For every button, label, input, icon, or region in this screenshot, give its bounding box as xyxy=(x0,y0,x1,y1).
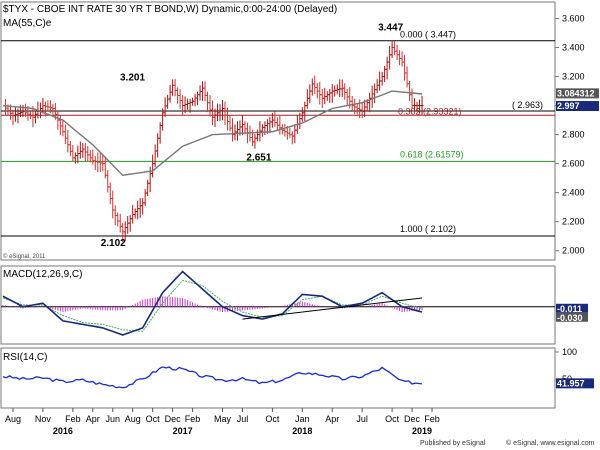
price-ytick-label: 2.600 xyxy=(562,159,585,169)
price-plot: 2.0002.2002.4002.6002.8003.0003.2003.400… xyxy=(1,14,599,256)
x-tick-label: Feb xyxy=(65,414,81,424)
x-tick-label: Jul xyxy=(356,414,368,424)
fib-level-label: 0.000 ( 3.447) xyxy=(400,30,456,40)
x-year-label: 2018 xyxy=(292,426,312,436)
ma55-line xyxy=(2,90,423,177)
x-year-label: 2016 xyxy=(53,426,73,436)
footer-publisher: Published by eSignal xyxy=(420,440,486,447)
rsi-ytick-label: 100 xyxy=(562,347,577,357)
rsi-plot: 5010041.957 xyxy=(2,347,594,389)
rsi-value-tag-text: 41.957 xyxy=(557,378,585,388)
price-ytick-label: 3.400 xyxy=(562,43,585,53)
x-tick-label: Apr xyxy=(86,414,100,424)
x-tick-label: Aug xyxy=(5,414,21,424)
price-annotation: 3.447 xyxy=(378,23,403,34)
x-tick-label: Oct xyxy=(385,414,400,424)
ma-label: MA(55,C)e xyxy=(3,18,52,29)
x-tick-label: Aug xyxy=(125,414,141,424)
x-tick-label: Nov xyxy=(35,414,52,424)
price-ytick-label: 2.800 xyxy=(562,130,585,140)
x-tick-label: Jan xyxy=(295,414,310,424)
price-ytick-label: 3.600 xyxy=(562,14,585,24)
x-tick-label: Jul xyxy=(237,414,249,424)
rsi-title: RSI(14,C) xyxy=(3,352,47,363)
price-annotation: 2.651 xyxy=(246,152,271,163)
footer-copyright: © eSignal, www.esignal.com xyxy=(506,439,595,447)
price-ytick-label: 3.200 xyxy=(562,72,585,82)
x-tick-label: Jun xyxy=(105,414,120,424)
price-panel xyxy=(0,1,556,261)
last-value-tag xyxy=(556,101,599,112)
chart-title: $TYX - CBOE INT RATE 30 YR T BOND,W) Dyn… xyxy=(3,4,337,15)
macd-plot: -0.011-0.030 xyxy=(1,270,588,336)
macd-panel xyxy=(0,265,556,345)
x-axis: Aug Nov Feb Apr Jun Aug Oct Dec Feb May Jul Oct Jan A… xyxy=(5,408,440,436)
last-value-tag xyxy=(556,88,599,99)
price-annotation: 2.102 xyxy=(101,238,126,249)
price-ytick-label: 2.400 xyxy=(562,188,585,198)
fib-level-label: 0.382 (2.93321) xyxy=(398,106,462,116)
macd-value-tag-text: -0.011 xyxy=(557,304,582,314)
macd-line xyxy=(2,270,423,336)
rsi-line xyxy=(2,366,423,389)
macd-value-tag xyxy=(556,312,588,322)
fib-level-label: 0.618 (2.61579) xyxy=(400,149,464,159)
x-tick-label: Feb xyxy=(424,414,440,424)
x-tick-label: Oct xyxy=(146,414,161,424)
fib-level-label: ( 2.963) xyxy=(512,100,543,110)
esignal-watermark: © eSignal, 2011 xyxy=(3,253,46,260)
last-value-tag-text: 3.084312 xyxy=(557,88,595,98)
x-tick-label: May xyxy=(214,414,232,424)
x-year-label: 2019 xyxy=(412,426,432,436)
x-tick-label: Apr xyxy=(325,414,339,424)
macd-title: MACD(12,26,9,C) xyxy=(3,269,82,280)
last-value-tag-text: 2.997 xyxy=(557,101,580,111)
rsi-value-tag xyxy=(556,378,594,389)
price-ytick-label: 2.200 xyxy=(562,217,585,227)
x-tick-label: Dec xyxy=(165,414,182,424)
macd-value-tag-text: -0.030 xyxy=(557,313,583,323)
x-tick-label: Feb xyxy=(185,414,201,424)
fib-level-label: 1.000 ( 2.102) xyxy=(400,224,456,234)
price-ytick-label: 2.000 xyxy=(562,246,585,256)
x-year-label: 2017 xyxy=(173,426,193,436)
rsi-panel xyxy=(0,347,556,409)
price-annotation: 3.201 xyxy=(120,72,145,83)
x-tick-label: Dec xyxy=(404,414,421,424)
macd-value-tag xyxy=(556,303,588,313)
macd-trendline xyxy=(242,297,423,320)
x-tick-label: Oct xyxy=(265,414,280,424)
